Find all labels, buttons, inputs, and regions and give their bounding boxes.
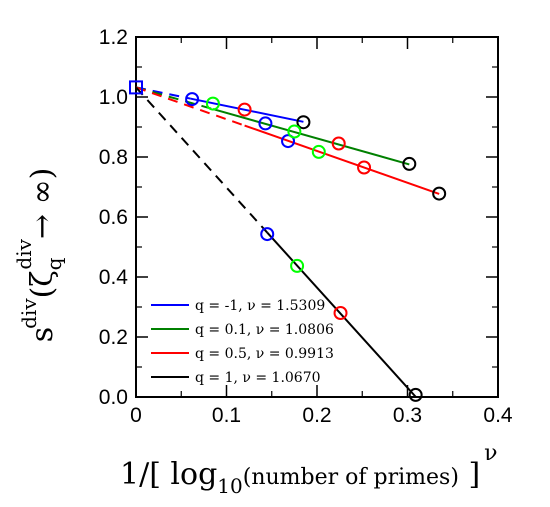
data-point <box>402 156 417 171</box>
fit-lines <box>135 86 440 398</box>
x-axis-label: 1/[ log10(number of primes) ]ν <box>120 441 498 498</box>
x-tick-label: 0 <box>130 404 142 427</box>
fit-line <box>212 108 410 166</box>
data-point <box>281 134 296 149</box>
y-tick-label: 1.2 <box>99 26 128 49</box>
fit-line-extrapolated <box>135 86 214 111</box>
svg-text:sdiv(ζqdiv→ ∞): sdiv(ζqdiv→ ∞) <box>12 168 66 343</box>
fit-line-extrapolated <box>135 86 245 127</box>
fit-line <box>266 231 417 398</box>
data-point <box>260 227 275 242</box>
plot-frame <box>135 36 499 398</box>
x-tick-label: 0.3 <box>393 404 422 427</box>
x-label-sup: ν <box>484 441 497 466</box>
x-label-middle-close: ] <box>459 457 480 492</box>
data-point <box>258 116 273 131</box>
y-label-zeta-sup: div <box>12 238 36 269</box>
y-tick-label: 0.2 <box>99 326 128 349</box>
y-label-zeta-sub: q <box>42 257 66 270</box>
data-point <box>296 115 311 130</box>
x-tick-label: 0.4 <box>483 404 513 427</box>
x-label-middle: (number of primes) ] <box>243 457 480 492</box>
fit-line-extrapolated <box>135 86 268 234</box>
ticks: 0 0.1 0.2 0.3 0.4 0.0 0.2 0.4 0.6 0.8 1.0 1.2 <box>99 26 513 427</box>
x-label-sub: 10 <box>217 474 242 498</box>
y-label-s: s <box>25 327 60 342</box>
legend-entry: q = 1, ν = 1.0670 <box>195 370 321 386</box>
y-tick-label: 1.0 <box>99 86 128 109</box>
y-label-arrow: → ∞) <box>25 168 60 239</box>
fit-line <box>244 124 440 195</box>
data-point <box>185 92 200 107</box>
data-point <box>408 387 423 402</box>
x-label-middle-open: (number of primes) <box>243 465 459 490</box>
data-markers <box>129 80 447 402</box>
x-label-prefix: 1/[ log <box>120 457 217 492</box>
data-point <box>205 96 220 111</box>
fit-line <box>190 97 304 123</box>
y-axis-label: sdiv(ζqdiv→ ∞) <box>12 168 66 343</box>
legend: q = -1, ν = 1.5309 q = 0.1, ν = 1.0806 q =… <box>151 298 334 386</box>
x-tick-label: 0.1 <box>212 404 241 427</box>
data-point <box>311 144 326 159</box>
x-tick-label: 0.2 <box>302 404 331 427</box>
data-point <box>333 306 348 320</box>
y-tick-label: 0.6 <box>99 206 128 229</box>
extrapolated-point <box>129 80 143 95</box>
y-label-open: (ζ <box>25 270 60 298</box>
y-tick-label: 0.0 <box>99 386 128 409</box>
y-tick-label: 0.8 <box>99 146 128 169</box>
legend-entry: q = 0.1, ν = 1.0806 <box>195 322 334 338</box>
data-point <box>357 160 372 175</box>
y-tick-label: 0.4 <box>99 266 129 289</box>
data-point <box>331 136 346 151</box>
data-point <box>290 258 305 273</box>
data-point <box>287 124 302 139</box>
legend-entry: q = -1, ν = 1.5309 <box>195 298 325 314</box>
legend-entry: q = 0.5, ν = 0.9913 <box>195 346 334 362</box>
data-point <box>237 102 252 117</box>
y-label-s-sup: div <box>17 298 41 329</box>
data-point <box>432 186 447 201</box>
